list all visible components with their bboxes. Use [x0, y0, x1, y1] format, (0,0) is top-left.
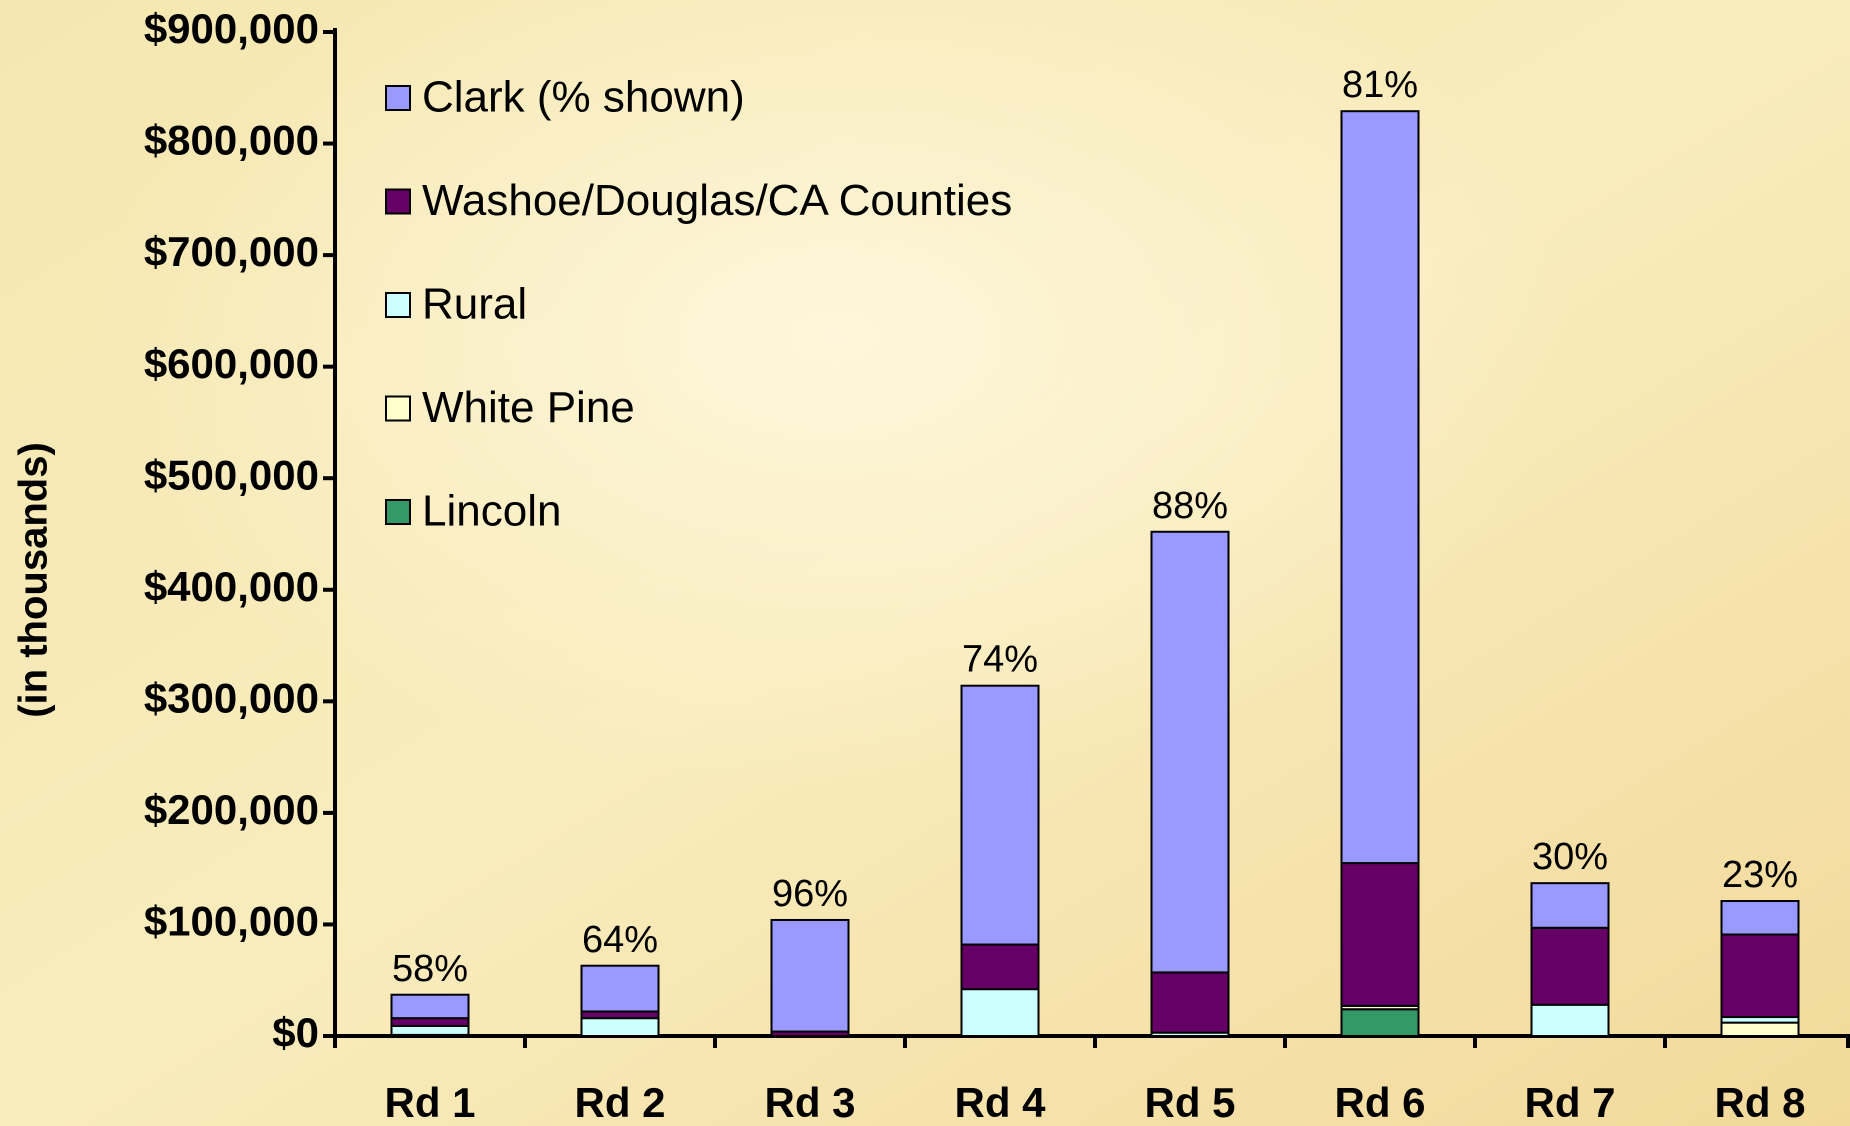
- y-tick-label: $100,000: [144, 898, 319, 945]
- legend-swatch: [385, 85, 411, 111]
- bar-segment: [580, 1017, 660, 1038]
- bar-segment: [390, 993, 470, 1020]
- y-axis-label: (in thousands): [12, 442, 56, 718]
- percent-label: 88%: [1152, 485, 1228, 527]
- percent-label: 30%: [1532, 836, 1608, 878]
- bar-segment: [580, 1010, 660, 1020]
- bar-segment: [1150, 971, 1230, 1034]
- bar-segment: [1340, 862, 1420, 1007]
- percent-label: 81%: [1342, 64, 1418, 106]
- bar-segment: [1720, 900, 1800, 936]
- y-tick-label: $400,000: [144, 563, 319, 610]
- legend-swatch: [385, 395, 411, 422]
- bar-segment: [390, 1024, 470, 1036]
- bar-segment: [960, 684, 1040, 946]
- legend-label: Washoe/Douglas/CA Counties: [422, 176, 1012, 225]
- percent-label: 58%: [392, 948, 468, 990]
- bar-segment: [1530, 1003, 1610, 1038]
- legend-swatch: [385, 188, 411, 215]
- y-tick-label: $0: [272, 1009, 319, 1056]
- bar-segment: [770, 918, 850, 1033]
- y-tick-label: $300,000: [144, 674, 319, 721]
- y-tick-label: $800,000: [144, 117, 319, 164]
- bar-segment: [1340, 1008, 1420, 1038]
- bar-segment: [1720, 933, 1800, 1019]
- x-tick-label: Rd 7: [1524, 1079, 1615, 1126]
- legend-label: Lincoln: [422, 487, 561, 536]
- bar-segment: [580, 964, 660, 1013]
- y-tick-label: $900,000: [144, 5, 319, 52]
- x-tick-label: Rd 3: [764, 1079, 855, 1126]
- legend-label: Clark (% shown): [422, 73, 745, 122]
- bar-segment: [1340, 110, 1420, 865]
- bar-segment: [960, 988, 1040, 1037]
- bar-segment: [390, 1017, 470, 1027]
- bar-segment: [1720, 1021, 1800, 1038]
- legend-label: White Pine: [422, 383, 635, 432]
- bar-segment: [1530, 926, 1610, 1006]
- x-tick-label: Rd 6: [1334, 1079, 1425, 1126]
- percent-label: 74%: [962, 639, 1038, 681]
- y-tick-label: $500,000: [144, 451, 319, 498]
- x-tick-label: Rd 8: [1714, 1079, 1805, 1126]
- x-tick-label: Rd 2: [574, 1079, 665, 1126]
- legend-swatch: [385, 499, 411, 525]
- legend-swatch: [385, 292, 411, 318]
- x-tick-label: Rd 1: [384, 1079, 475, 1126]
- x-tick-label: Rd 4: [954, 1079, 1046, 1126]
- percent-label: 64%: [582, 919, 658, 961]
- y-tick-label: $600,000: [144, 340, 319, 387]
- percent-label: 96%: [772, 873, 848, 915]
- y-tick-label: $200,000: [144, 786, 319, 833]
- y-tick-label: $700,000: [144, 228, 319, 275]
- bar-segment: [1150, 530, 1230, 974]
- bar-segment: [1530, 882, 1610, 929]
- percent-label: 23%: [1722, 854, 1798, 896]
- legend-label: Rural: [422, 280, 527, 329]
- bar-segment: [960, 943, 1040, 991]
- x-tick-label: Rd 5: [1144, 1079, 1235, 1126]
